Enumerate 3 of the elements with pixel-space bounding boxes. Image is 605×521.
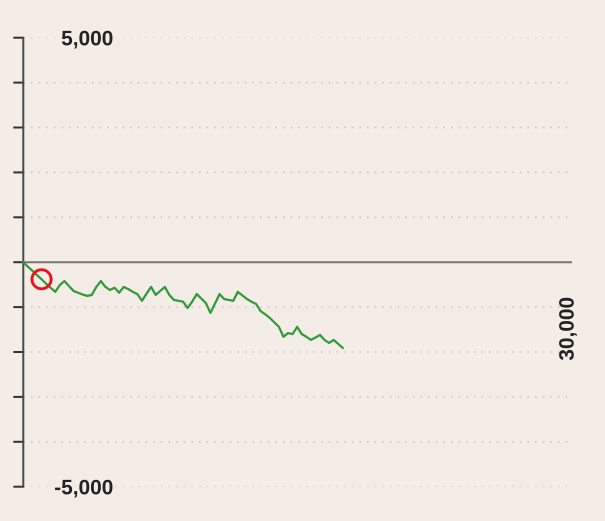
annotation: 30,000 <box>559 298 577 360</box>
y-tick-label: -5,000 <box>55 480 112 498</box>
y-tick-label: 5,000 <box>62 30 112 48</box>
